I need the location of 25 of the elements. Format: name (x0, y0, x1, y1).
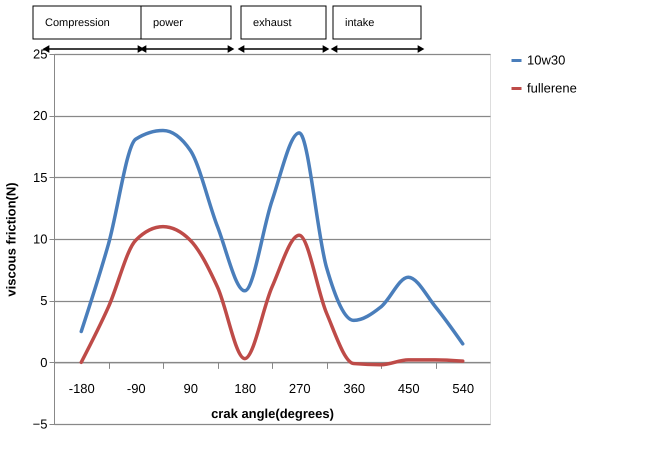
x-tick-label: 90 (184, 380, 198, 396)
y-tick-label: 25 (33, 46, 48, 62)
x-tick-label: -180 (68, 380, 95, 396)
x-axis-title: crak angle(degrees) (211, 406, 334, 421)
y-tick-label: −5 (32, 416, 48, 432)
text: power (153, 17, 184, 29)
y-tick-label: 5 (40, 293, 48, 308)
line-series (80, 128, 464, 346)
y-tick-label: 0 (40, 354, 48, 370)
x-tick-label: 180 (234, 380, 256, 396)
y-tick-label: 10 (33, 232, 48, 246)
x-tick-label: 360 (343, 380, 366, 396)
y-tick-label: 15 (33, 170, 48, 185)
text: Compression (45, 17, 110, 29)
text: intake (345, 17, 374, 29)
x-tick-label: -90 (126, 380, 146, 396)
x-tick-label: 540 (452, 380, 474, 396)
y-axis-title: viscous friction(N) (4, 182, 19, 297)
x-tick-label: 270 (288, 380, 311, 396)
line-series (80, 224, 464, 367)
legend-label: 10w30 (527, 52, 566, 68)
legend-label: fullerene (527, 80, 577, 96)
x-tick-label: 450 (398, 380, 420, 396)
y-tick-label: 20 (33, 108, 48, 124)
text: exhaust (253, 17, 292, 29)
